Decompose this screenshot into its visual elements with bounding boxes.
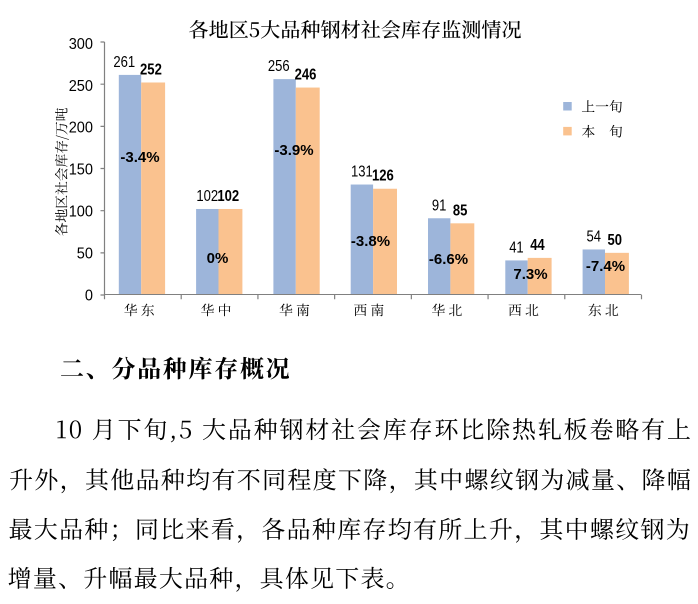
svg-text:102: 102 <box>196 188 218 205</box>
svg-text:85: 85 <box>453 202 468 219</box>
svg-text:200: 200 <box>69 120 94 137</box>
svg-text:102: 102 <box>217 188 239 205</box>
svg-text:50: 50 <box>608 232 623 249</box>
svg-text:0%: 0% <box>207 250 229 267</box>
svg-text:300: 300 <box>69 36 94 53</box>
svg-text:246: 246 <box>295 67 317 84</box>
svg-text:-3.4%: -3.4% <box>120 149 159 166</box>
svg-text:250: 250 <box>69 78 94 95</box>
svg-text:-6.6%: -6.6% <box>429 251 468 268</box>
svg-text:54: 54 <box>587 228 602 245</box>
svg-text:44: 44 <box>530 237 545 254</box>
svg-text:100: 100 <box>69 204 94 221</box>
svg-text:256: 256 <box>268 58 290 75</box>
svg-text:261: 261 <box>113 54 135 71</box>
svg-text:-3.8%: -3.8% <box>351 233 390 250</box>
svg-text:-3.9%: -3.9% <box>274 142 313 159</box>
svg-text:7.3%: 7.3% <box>513 266 547 283</box>
svg-text:126: 126 <box>372 168 394 185</box>
svg-text:50: 50 <box>77 245 94 262</box>
svg-text:41: 41 <box>509 239 524 256</box>
svg-text:0: 0 <box>85 287 93 304</box>
svg-text:131: 131 <box>351 164 373 181</box>
svg-text:91: 91 <box>432 197 447 214</box>
svg-text:252: 252 <box>140 61 162 78</box>
svg-text:-7.4%: -7.4% <box>586 258 625 275</box>
svg-text:150: 150 <box>69 162 94 179</box>
